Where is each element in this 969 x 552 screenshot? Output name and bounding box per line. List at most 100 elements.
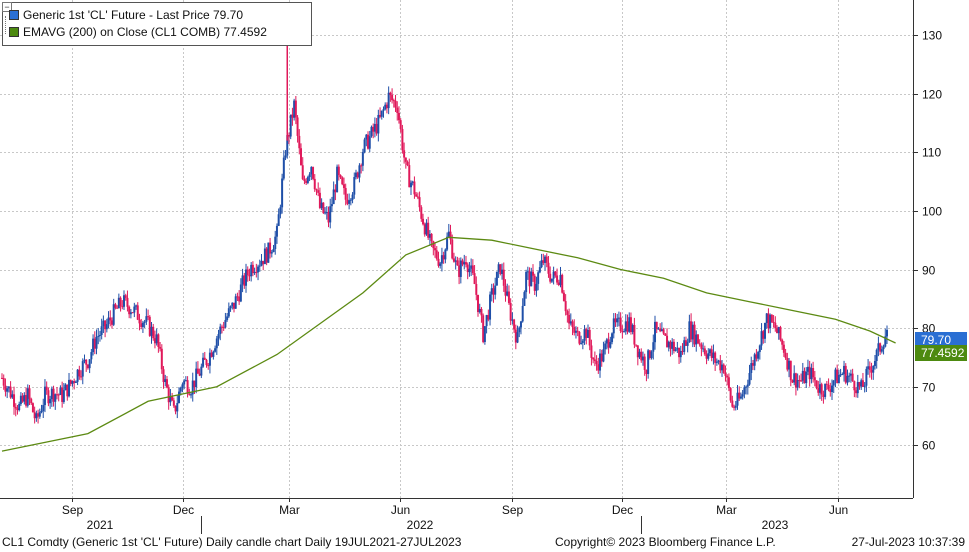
candle-body (181, 384, 184, 388)
candle-body (308, 174, 311, 178)
candle-body (507, 291, 510, 304)
candle-body (147, 316, 150, 318)
legend-label-price: Generic 1st 'CL' Future - Last Price 79.… (23, 8, 244, 22)
candle-body (392, 100, 395, 102)
candle-body (781, 339, 784, 345)
candle-body (430, 233, 433, 242)
candle-body (463, 262, 466, 265)
candle-body (117, 297, 120, 309)
candle-body (239, 284, 242, 302)
candle-body (148, 316, 151, 336)
candle-body (31, 403, 34, 413)
candle-body (605, 339, 608, 344)
candle-body (490, 288, 493, 295)
candle-body (123, 295, 126, 307)
candle-body (425, 222, 428, 235)
candle-body (688, 321, 691, 343)
candle-body (516, 332, 519, 343)
candle-body (832, 380, 835, 386)
candle-body (110, 320, 113, 325)
candle-body (884, 336, 887, 347)
candle-body (755, 354, 758, 359)
candle-body (782, 344, 785, 353)
candle-body (729, 388, 732, 401)
candle-body (590, 345, 593, 358)
candle-body (540, 260, 543, 268)
candle-body (855, 390, 858, 394)
candle-body (882, 346, 885, 350)
candle-body (176, 403, 179, 412)
candle-body (296, 117, 299, 136)
candle-body (709, 349, 711, 354)
candle-body (715, 361, 718, 363)
candle-body (875, 349, 878, 362)
candle-body (270, 252, 273, 254)
candle-body (178, 391, 180, 404)
candle-body (537, 272, 540, 284)
candle-body (248, 275, 251, 277)
candle-body (468, 268, 471, 273)
ema-200-line (1, 236, 896, 452)
candle-body (475, 283, 478, 295)
collapse-icon[interactable]: − (2, 2, 12, 12)
candle-body (880, 349, 883, 352)
candle-body (538, 267, 541, 273)
candle-body (556, 275, 559, 283)
candle-body (100, 326, 103, 335)
candle-body (140, 323, 143, 327)
candle-body (384, 104, 387, 110)
candle-body (841, 374, 844, 376)
candle-body (126, 297, 129, 307)
candle-body (853, 381, 856, 391)
candle-body (767, 313, 770, 329)
candle-body (37, 413, 40, 417)
candle-body (535, 283, 538, 291)
candle-body (141, 322, 144, 327)
candle-body (408, 165, 411, 188)
candle-body (513, 319, 516, 330)
candle-body (305, 181, 308, 183)
candle-body (334, 189, 337, 193)
candle-body (68, 379, 71, 397)
candle-body (788, 360, 791, 370)
candle-body (511, 319, 514, 321)
candle-body (165, 379, 168, 388)
candle-body (9, 386, 12, 398)
candle-body (346, 199, 349, 204)
candle-body (724, 372, 727, 376)
candle-body (525, 272, 528, 293)
candle-body (409, 182, 412, 188)
candle-body (485, 315, 488, 327)
candle-body (267, 242, 270, 263)
candle-body (581, 340, 584, 343)
candle-body (803, 370, 806, 384)
candle-body (62, 390, 65, 402)
candle-body (385, 104, 388, 109)
candle-body (281, 178, 284, 208)
candle-body (135, 305, 138, 307)
candle-body (243, 275, 246, 286)
candle-body (641, 356, 644, 361)
candle-body (597, 364, 600, 371)
candle-body (207, 365, 210, 367)
candle-body (585, 329, 588, 338)
legend-item-ema[interactable]: EMAVG (200) on Close (CL1 COMB) 77.4592 (9, 25, 267, 40)
candle-body (372, 126, 375, 132)
candle-body (504, 285, 507, 296)
candle-body (824, 383, 827, 397)
candle-body (736, 392, 739, 406)
candle-body (440, 255, 443, 264)
candle-body (227, 308, 230, 317)
legend-item-price[interactable]: Generic 1st 'CL' Future - Last Price 79.… (9, 8, 243, 23)
year-label: 2021 (87, 518, 114, 532)
candle-body (269, 242, 272, 254)
candle-body (877, 343, 880, 350)
candle-body (612, 318, 615, 334)
candle-body (693, 324, 696, 345)
candle-body (586, 329, 589, 338)
candle-body (566, 311, 569, 315)
y-tick-label: 130 (922, 29, 942, 43)
candle-body (604, 343, 607, 350)
candle-body (748, 372, 751, 385)
